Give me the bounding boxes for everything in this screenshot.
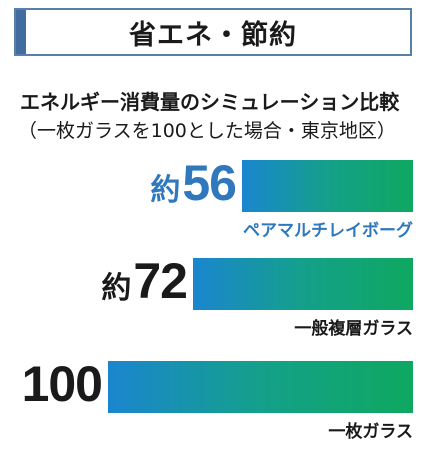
value-prefix: 約 [101,271,132,306]
value-number: 56 [182,155,237,211]
header-accent-bar [16,10,26,54]
bar-value-label: 100 [21,355,103,413]
bar-value-label: 約 56 [150,154,237,212]
value-prefix: 約 [150,173,181,208]
bar [108,361,413,413]
bar [242,160,413,212]
bar-value-label: 約 72 [101,252,188,310]
header-title: 省エネ・節約 [129,19,297,51]
category-label: ペアマルチレイボーグ [243,221,413,241]
bar [193,258,413,310]
category-label: 一枚ガラス [328,422,413,442]
chart-note: （一枚ガラスを100とした場合・東京地区） [18,120,396,142]
value-number: 72 [133,253,188,309]
value-number: 100 [21,356,103,412]
chart-subtitle: エネルギー消費量のシミュレーション比較 [20,90,400,114]
category-label: 一般複層ガラス [294,319,413,339]
header-banner: 省エネ・節約 [14,8,412,56]
